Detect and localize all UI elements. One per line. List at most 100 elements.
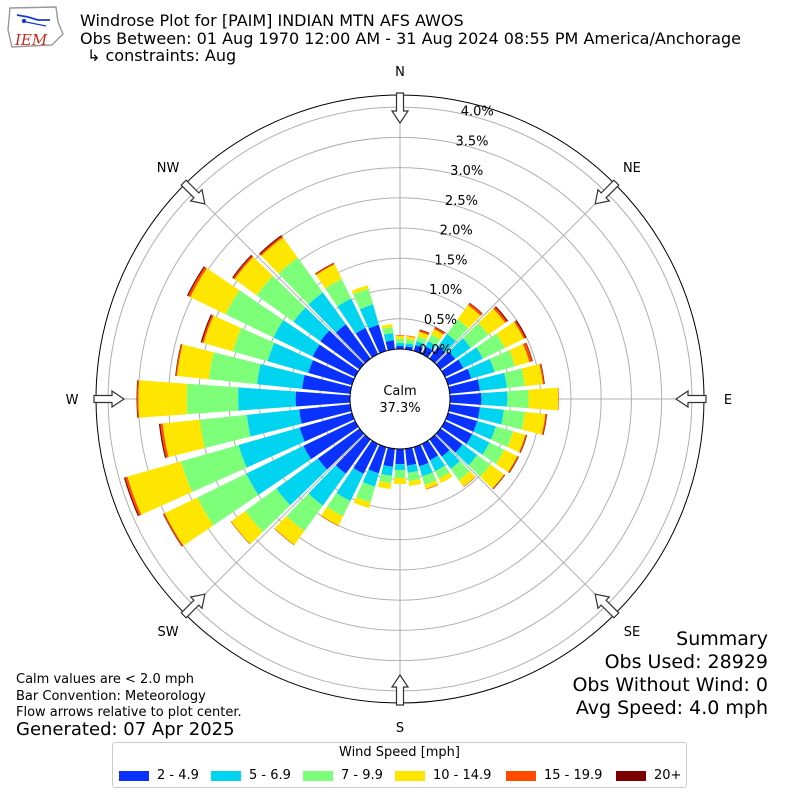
calm-value: 37.3%: [379, 401, 420, 416]
windrose-bar-segment: [429, 455, 445, 472]
flow-arrow-icon: [390, 673, 410, 706]
windrose-bar-segment: [435, 465, 450, 479]
bar-convention-note: Bar Convention: Meteorology: [16, 689, 206, 704]
windrose-bar-segment: [355, 327, 379, 358]
windrose-bar-segment: [382, 327, 394, 335]
windrose-bar-segment: [441, 359, 464, 378]
windrose-bar-segment: [419, 329, 430, 336]
windrose-bar-segment: [519, 434, 527, 453]
windrose-bar-segment: [394, 469, 406, 479]
windrose-bar-segment: [415, 341, 425, 348]
windrose-bar-segment: [405, 339, 415, 345]
windrose-bar-segment: [203, 315, 242, 352]
windrose-bar-segment: [246, 445, 312, 495]
windrose-bar-segment: [326, 492, 351, 517]
windrose-bar-segment: [481, 391, 508, 407]
windrose-bar-segment: [448, 404, 480, 419]
windrose-bar-segment: [463, 476, 476, 488]
summary-heading: Summary: [676, 628, 768, 650]
windrose-bar-segment: [431, 328, 444, 340]
legend-swatch: [119, 770, 149, 781]
windrose-bar-segment: [395, 338, 405, 344]
flow-arrow-icon: [390, 92, 410, 125]
windrose-bar-segment: [473, 420, 496, 440]
windrose-bar-segment: [175, 343, 182, 376]
windrose-bar-segment: [335, 434, 371, 474]
windrose-bar-segment: [501, 409, 525, 430]
title-line-2: Obs Between: 01 Aug 1970 12:00 AM - 31 A…: [80, 29, 742, 48]
title-line-1: Windrose Plot for [PAIM] INDIAN MTN AFS …: [80, 11, 464, 30]
windrose-bar-segment: [492, 474, 505, 489]
windrose-bar-segment: [395, 335, 405, 336]
windrose-bar-segment: [381, 323, 393, 329]
windrose-bar-segment: [177, 344, 214, 380]
windrose-bar-segment: [514, 320, 526, 339]
windrose-bar-segment: [441, 450, 461, 469]
legend-item-7-9.9: 7 - 9.9: [303, 768, 383, 783]
legend-item-2-4.9: 2 - 4.9: [119, 768, 199, 783]
windrose-bar-segment: [245, 488, 291, 532]
windrose-bar-segment: [273, 320, 320, 357]
windrose-bar-segment: [368, 324, 387, 354]
windrose-bar-segment: [256, 275, 306, 322]
windrose-bar-segment: [520, 435, 528, 454]
windrose-bar-segment: [525, 342, 534, 362]
windrose-bar-segment: [522, 342, 533, 363]
windrose-bar-segment: [259, 236, 284, 256]
legend-label: 10 - 14.9: [433, 768, 492, 783]
windrose-bar-segment: [385, 340, 395, 351]
windrose-bar-segment: [186, 266, 205, 297]
windrose-bar-segment: [457, 305, 481, 329]
windrose-bar-segment: [490, 426, 514, 448]
windrose-bar-segment: [495, 449, 518, 473]
summary-obs-without-wind: Obs Without Wind: 0: [572, 674, 768, 696]
legend-swatch: [303, 770, 333, 781]
iem-logo: IEM: [6, 4, 64, 50]
windrose-bar-segment: [468, 454, 491, 477]
flow-arrows-note: Flow arrows relative to plot center.: [16, 705, 242, 720]
windrose-bar-segment: [417, 331, 429, 340]
windrose-bar-segment: [232, 254, 253, 279]
windrose-bar-segment: [476, 333, 505, 359]
direction-label-s: S: [396, 721, 404, 736]
windrose-bar-segment: [200, 314, 212, 343]
windrose-bar-segment: [295, 391, 351, 407]
windrose-bar-segment: [396, 345, 404, 350]
windrose-bar-segment: [521, 363, 543, 387]
windrose-bar-segment: [238, 427, 305, 468]
radial-tick-label: 1.0%: [429, 283, 462, 298]
windrose-bar-segment: [421, 472, 437, 485]
windrose-bar-segment: [308, 292, 346, 333]
windrose-bar-segment: [302, 375, 352, 394]
windrose-bar-segment: [494, 306, 509, 322]
windrose-bar-segment: [449, 393, 482, 405]
windrose-bar-segment: [462, 322, 489, 348]
legend-item-20-plus: 20+: [616, 768, 681, 783]
windrose-bar-segment: [438, 472, 453, 484]
windrose-bar-segment: [429, 434, 450, 457]
windrose-bar-segment: [395, 448, 405, 465]
windrose-bar-segment: [425, 340, 437, 351]
windrose-bar-segment: [435, 351, 456, 370]
windrose-bar-segment: [504, 368, 525, 388]
windrose-bar-segment: [448, 338, 471, 360]
direction-label-n: N: [395, 65, 405, 80]
windrose-bar-segment: [315, 262, 335, 274]
windrose-bar-segment: [482, 442, 505, 464]
direction-label-ne: NE: [623, 161, 641, 176]
windrose-bar-segment: [362, 469, 379, 487]
radial-tick-label: 3.5%: [455, 134, 488, 149]
windrose-bar-segment: [299, 404, 352, 424]
windrose-bar-segment: [238, 387, 296, 411]
grid-spoke: [435, 434, 616, 615]
flow-arrow-icon: [180, 179, 206, 205]
windrose-bar-segment: [408, 479, 422, 487]
flow-arrow-icon: [594, 179, 620, 205]
windrose-bar-segment: [162, 419, 205, 458]
summary-obs-used: Obs Used: 28929: [604, 651, 768, 673]
windrose-bar-segment: [508, 455, 519, 473]
windrose-bar-segment: [450, 460, 470, 481]
windrose-bar-segment: [259, 235, 283, 255]
direction-label-e: E: [724, 393, 732, 408]
radial-tick-label: 4.0%: [461, 105, 494, 120]
